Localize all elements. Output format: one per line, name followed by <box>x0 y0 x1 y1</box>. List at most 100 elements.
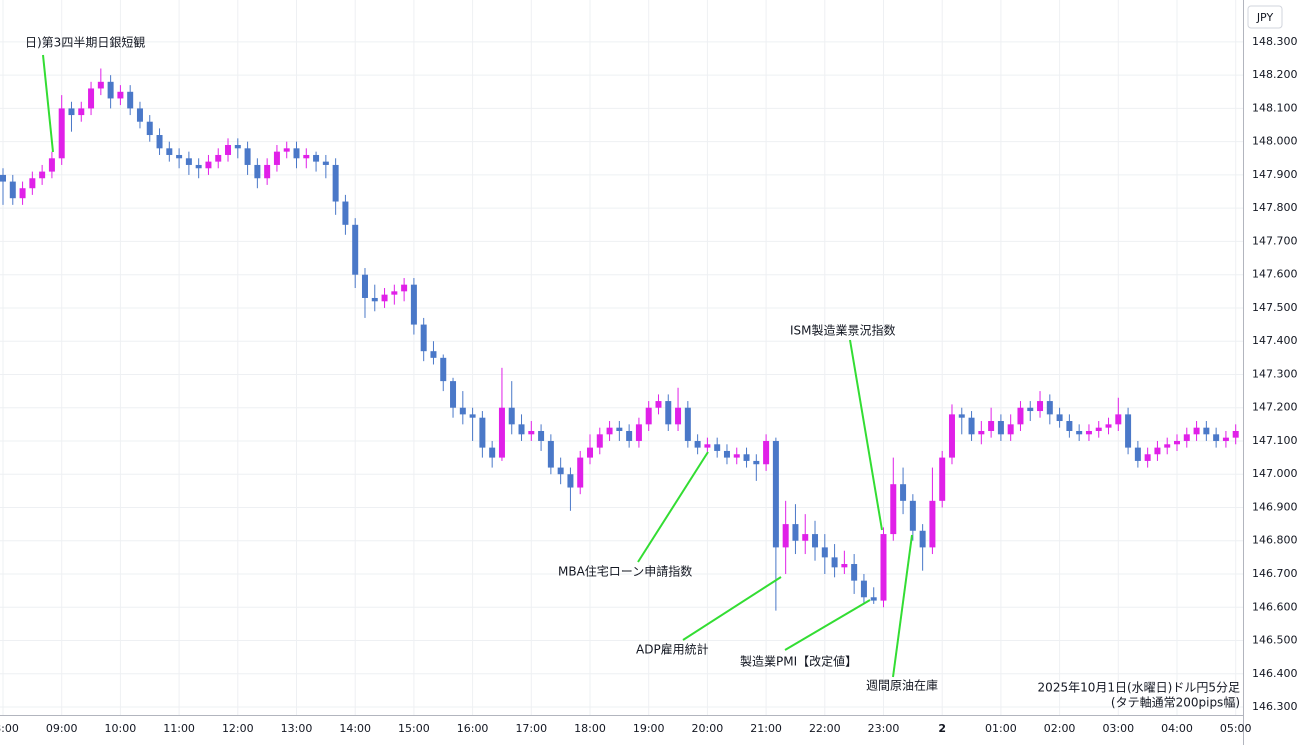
y-tick-label: 146.800 <box>1252 534 1298 547</box>
candle-body <box>78 108 85 116</box>
candle-body <box>929 500 936 548</box>
candle-body <box>127 91 134 109</box>
candle-body <box>547 440 554 468</box>
x-tick-label: 23:00 <box>868 722 900 735</box>
y-tick-label: 147.500 <box>1252 301 1298 314</box>
x-tick-label: 20:00 <box>692 722 724 735</box>
candle-body <box>1174 440 1180 445</box>
candle-body <box>1164 444 1171 448</box>
annotation: ISM製造業景況指数 <box>790 323 896 338</box>
x-tick-label: 18:00 <box>574 722 606 735</box>
candle-body <box>900 484 907 501</box>
x-tick-label: 21:00 <box>750 722 782 735</box>
candle-body <box>459 407 466 415</box>
candle-body <box>440 357 447 382</box>
candle-body <box>851 564 858 581</box>
candle-body <box>1105 424 1112 428</box>
candles <box>0 68 1239 611</box>
currency: JPY <box>1256 11 1274 24</box>
candle-body <box>645 407 652 425</box>
candle-body <box>195 164 202 169</box>
candle-body <box>420 324 427 352</box>
candle-body <box>205 161 212 169</box>
candle-body <box>988 421 995 431</box>
price-axis-bg <box>1244 0 1300 745</box>
y-tick-label: 147.200 <box>1252 401 1298 414</box>
candle-body <box>714 444 721 451</box>
candle-body <box>841 564 848 568</box>
candle-body <box>1134 447 1141 461</box>
candle-body <box>997 421 1004 435</box>
x-tick-label: 12:00 <box>222 722 254 735</box>
annotation-line <box>42 54 54 153</box>
candle-body <box>782 524 789 548</box>
x-tick-label: 2 <box>938 722 946 735</box>
annotation: ADP雇用統計 <box>636 642 709 657</box>
y-tick-label: 148.300 <box>1252 35 1298 48</box>
grid <box>0 0 1243 715</box>
candle-body <box>225 144 232 155</box>
candle-body <box>812 534 819 548</box>
x-tick-label: 08:00 <box>0 722 19 735</box>
candle-body <box>518 424 525 435</box>
candle-body <box>1154 447 1161 455</box>
candle-body <box>958 414 965 418</box>
candle-body <box>587 447 593 458</box>
annotation-line <box>682 576 782 641</box>
y-tick-label: 146.400 <box>1252 667 1298 680</box>
candle-body <box>293 148 300 159</box>
candle-body <box>450 381 457 408</box>
y-tick-label: 148.100 <box>1252 101 1298 114</box>
candle-body <box>29 178 36 189</box>
footnote: (タテ軸通常200pips幅) <box>1111 695 1240 710</box>
y-tick-label: 147.300 <box>1252 367 1298 380</box>
candle-body <box>9 181 16 199</box>
y-tick-label: 147.600 <box>1252 268 1298 281</box>
x-tick-label: 03:00 <box>1102 722 1134 735</box>
candle-body <box>684 407 691 441</box>
candle-body <box>792 524 799 541</box>
candle-body <box>48 158 55 172</box>
candle-body <box>303 154 310 159</box>
candle-body <box>596 434 603 448</box>
y-tick-label: 146.900 <box>1252 500 1298 513</box>
candle-body <box>802 534 809 541</box>
annotation-line <box>784 599 871 651</box>
candle-body <box>557 467 564 475</box>
candle-body <box>361 274 368 298</box>
y-tick-label: 147.700 <box>1252 234 1298 247</box>
candle-body <box>1203 427 1210 435</box>
y-tick-label: 146.600 <box>1252 600 1298 613</box>
annotation: 週間原油在庫 <box>866 679 938 693</box>
candle-body <box>391 291 398 295</box>
candle-body <box>1037 401 1044 412</box>
candle-body <box>1213 434 1220 441</box>
candle-body <box>968 417 975 435</box>
candle-body <box>635 424 642 441</box>
candle-body <box>381 294 388 302</box>
candle-body <box>273 151 280 165</box>
x-tick-label: 17:00 <box>515 722 547 735</box>
y-tick-label: 146.700 <box>1252 567 1298 580</box>
candle-body <box>498 407 505 458</box>
candle-body <box>909 500 916 531</box>
axes: 148.300 148.200 148.100 148.000 147.900 147.8… <box>0 35 1298 735</box>
candle-body <box>1095 427 1102 431</box>
candle-body <box>97 81 104 89</box>
time-axis-bg <box>0 716 1244 745</box>
y-tick-label: 147.100 <box>1252 434 1298 447</box>
candle-body <box>1027 407 1034 412</box>
candle-body <box>469 414 476 418</box>
candle-body <box>1193 427 1200 435</box>
x-tick-label: 02:00 <box>1044 722 1076 735</box>
candle-body <box>860 580 867 598</box>
candle-body <box>753 460 760 465</box>
candle-body <box>528 430 535 435</box>
candle-body <box>176 154 183 159</box>
candle-body <box>743 454 750 461</box>
x-tick-label: 13:00 <box>281 722 313 735</box>
candle-body <box>694 440 701 448</box>
candle-body <box>313 154 320 162</box>
candle-body <box>283 148 290 152</box>
candle-body <box>234 144 241 149</box>
